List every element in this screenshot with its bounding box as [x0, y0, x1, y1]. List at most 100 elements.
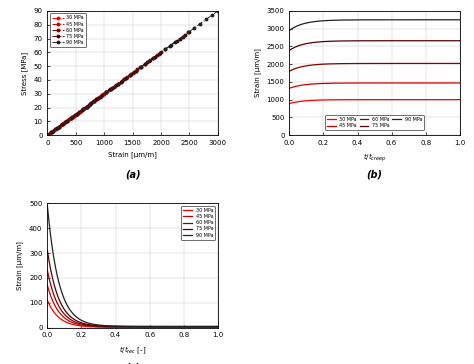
30 MPa [457, 98, 463, 102]
60 MPa [80, 107, 85, 112]
Line: 75 MPa: 75 MPa [47, 250, 218, 327]
75 MPa [89, 101, 94, 105]
75 MPa [55, 126, 60, 130]
90 MPa [162, 47, 168, 52]
60 MPa [158, 50, 164, 55]
60 MPa [209, 325, 214, 329]
45 MPa [127, 73, 133, 77]
Line: 30 MPa: 30 MPa [289, 100, 460, 103]
45 MPa [453, 81, 458, 85]
75 MPa [103, 90, 109, 95]
90 MPa [215, 324, 221, 329]
75 MPa [172, 40, 178, 44]
30 MPa [426, 98, 432, 102]
45 MPa [426, 81, 432, 85]
90 MPa [457, 17, 463, 22]
75 MPa [49, 129, 55, 134]
60 MPa [107, 87, 113, 92]
30 MPa [84, 104, 90, 109]
75 MPa [84, 104, 90, 109]
60 MPa [123, 76, 128, 80]
60 MPa [60, 122, 66, 126]
75 MPa [79, 108, 84, 112]
60 MPa [68, 116, 74, 120]
75 MPa [457, 39, 463, 43]
Line: 90 MPa: 90 MPa [289, 20, 460, 31]
45 MPa [73, 321, 79, 326]
75 MPa [215, 324, 221, 329]
30 MPa [80, 107, 85, 112]
90 MPa [91, 99, 97, 103]
90 MPa [45, 133, 50, 137]
75 MPa [143, 62, 148, 66]
45 MPa [59, 122, 65, 127]
45 MPa [166, 325, 172, 329]
30 MPa [56, 124, 62, 129]
45 MPa [68, 116, 74, 120]
30 MPa [91, 325, 97, 329]
75 MPa [367, 39, 373, 43]
30 MPa [379, 98, 384, 102]
90 MPa [168, 43, 173, 47]
60 MPa [215, 325, 221, 329]
75 MPa [162, 47, 168, 52]
30 MPa [62, 120, 68, 124]
45 MPa [100, 92, 106, 96]
30 MPa [93, 97, 99, 102]
30 MPa [46, 131, 52, 136]
75 MPa [379, 39, 384, 43]
90 MPa [367, 17, 373, 22]
90 MPa [191, 26, 197, 30]
60 MPa [367, 61, 373, 66]
90 MPa [209, 324, 214, 329]
30 MPa [86, 103, 91, 107]
60 MPa [154, 53, 160, 58]
45 MPa [209, 325, 214, 329]
30 MPa [74, 111, 80, 116]
60 MPa [53, 127, 58, 131]
45 MPa [98, 94, 103, 99]
45 MPa [91, 324, 97, 329]
75 MPa [177, 36, 182, 41]
Line: 75 MPa: 75 MPa [46, 30, 191, 136]
75 MPa [182, 33, 187, 37]
60 MPa [453, 61, 458, 66]
75 MPa [187, 29, 192, 34]
90 MPa [426, 17, 432, 22]
75 MPa [157, 51, 163, 55]
60 MPa [119, 79, 125, 83]
Text: (a): (a) [125, 170, 140, 180]
60 MPa [76, 110, 82, 114]
90 MPa [215, 9, 221, 13]
75 MPa [147, 58, 153, 62]
60 MPa [84, 104, 90, 109]
60 MPa [127, 73, 133, 77]
30 MPa [98, 94, 103, 99]
30 MPa [66, 117, 72, 122]
90 MPa [56, 124, 62, 129]
Y-axis label: Stress [MPa]: Stress [MPa] [21, 51, 28, 95]
90 MPa [156, 52, 162, 56]
75 MPa [108, 87, 114, 91]
60 MPa [131, 70, 137, 75]
45 MPa [91, 99, 97, 103]
30 MPa [166, 325, 172, 329]
90 MPa [115, 82, 121, 86]
Legend: 30 MPa, 45 MPa, 60 MPa, 75 MPa, 90 MPa: 30 MPa, 45 MPa, 60 MPa, 75 MPa, 90 MPa [325, 115, 424, 130]
45 MPa [45, 133, 50, 137]
60 MPa [95, 96, 101, 100]
75 MPa [166, 324, 172, 329]
75 MPa [152, 54, 158, 59]
60 MPa [379, 61, 384, 66]
30 MPa [68, 116, 74, 120]
45 MPa [83, 105, 89, 110]
Line: 30 MPa: 30 MPa [46, 92, 105, 136]
60 MPa [45, 268, 50, 273]
75 MPa [123, 76, 128, 80]
90 MPa [145, 60, 150, 64]
90 MPa [62, 120, 68, 124]
90 MPa [98, 94, 103, 99]
Line: 60 MPa: 60 MPa [289, 63, 460, 71]
45 MPa [457, 81, 463, 85]
45 MPa [379, 81, 384, 85]
